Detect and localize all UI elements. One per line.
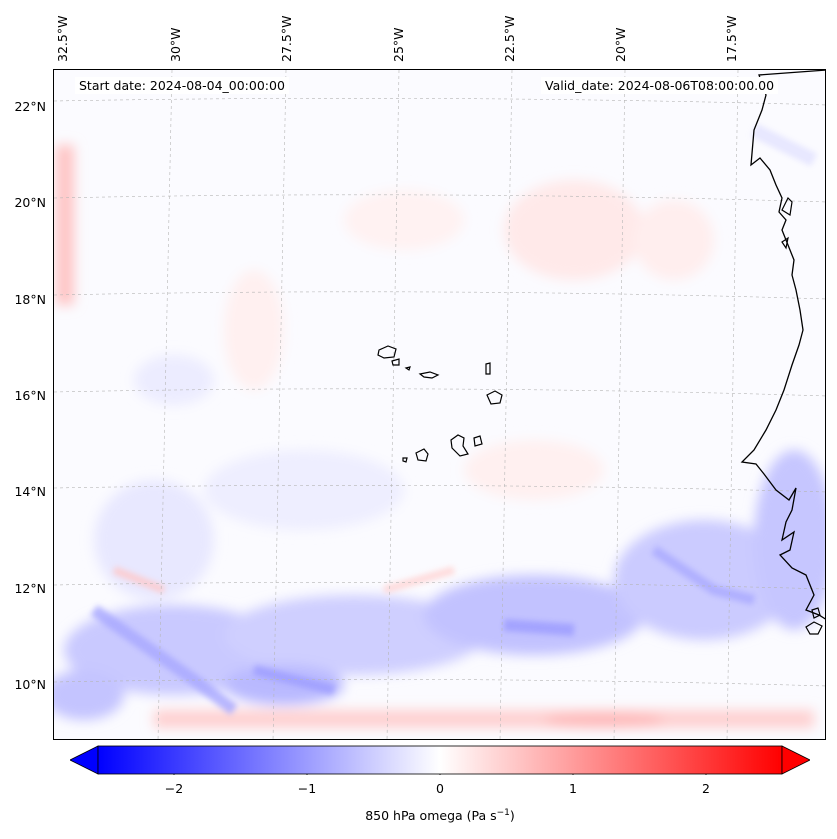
cape-verde-islands	[377, 345, 503, 463]
lat-label: 20°N	[14, 195, 46, 210]
lon-label: 17.5°W	[724, 15, 739, 62]
valid-date-label: Valid_date: 2024-08-06T08:00:00.00	[541, 77, 779, 94]
colorbar-label: 850 hPa omega (Pa s−1)	[0, 808, 837, 823]
colorbar-extend-max	[781, 745, 810, 775]
coastal-islands	[781, 196, 823, 635]
lon-label: 25°W	[391, 27, 406, 62]
lon-label: 22.5°W	[502, 15, 517, 62]
colorbar-label-main: 850 hPa omega (Pa s	[365, 808, 497, 824]
colorbar-tick: −2	[164, 781, 184, 796]
colorbar-label-end: )	[509, 808, 515, 824]
graticule	[54, 70, 825, 739]
lat-label: 12°N	[14, 581, 46, 596]
lat-label: 16°N	[14, 388, 46, 403]
africa-coastline	[740, 70, 825, 620]
lon-label: 27.5°W	[279, 15, 294, 62]
colorbar-tick: −1	[297, 781, 317, 796]
colorbar-tick: 2	[702, 781, 710, 796]
lat-label: 10°N	[14, 677, 46, 692]
start-date-label: Start date: 2024-08-04_00:00:00	[75, 77, 289, 94]
colorbar-gradient	[97, 745, 783, 775]
lon-label: 30°W	[168, 27, 183, 62]
colorbar	[70, 745, 810, 775]
lat-label: 18°N	[14, 292, 46, 307]
map-panel	[53, 69, 826, 740]
omega-streaks	[90, 123, 818, 715]
lon-label: 20°W	[613, 27, 628, 62]
colorbar-extend-min	[70, 745, 99, 775]
omega-field	[54, 145, 825, 728]
lon-label: 32.5°W	[55, 15, 70, 62]
colorbar-label-sup: −1	[496, 808, 510, 818]
colorbar-tick: 0	[436, 781, 444, 796]
colorbar-tick: 1	[569, 781, 577, 796]
lat-label: 14°N	[14, 484, 46, 499]
omega-map	[54, 70, 825, 739]
lat-label: 22°N	[14, 99, 46, 114]
